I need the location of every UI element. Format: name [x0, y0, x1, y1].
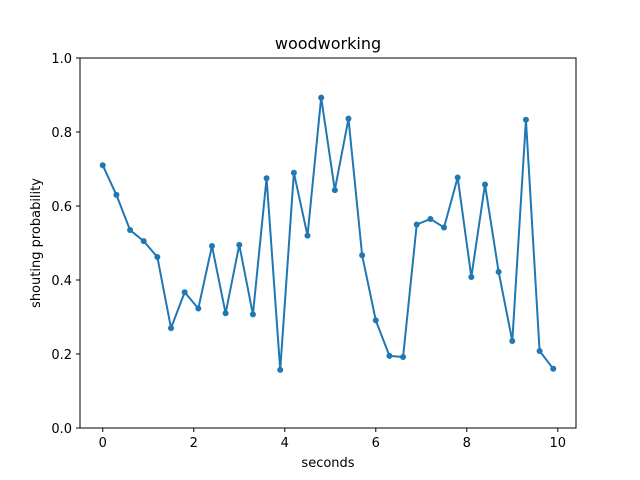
data-point	[441, 224, 448, 231]
data-point	[454, 174, 461, 181]
x-tick-label: 8	[463, 436, 471, 451]
y-tick-label: 0.8	[51, 126, 72, 141]
x-ticks: 0 2 4 6 8 10	[99, 428, 566, 451]
data-point	[495, 268, 502, 275]
data-point	[481, 181, 488, 188]
y-tick-label: 0.6	[51, 200, 72, 215]
data-point	[236, 241, 243, 248]
data-point	[304, 232, 311, 239]
data-point	[290, 169, 297, 176]
data-point	[400, 353, 407, 360]
data-point	[249, 311, 256, 318]
y-tick-label: 0.4	[51, 274, 72, 289]
data-point	[113, 191, 120, 198]
plot-area: 0 2 4 6 8 10 0.0 0.2 0.4 0.6 0.8 1.0	[51, 52, 577, 451]
data-point	[509, 338, 516, 345]
data-point	[127, 227, 134, 234]
data-point	[140, 238, 147, 245]
data-point	[168, 325, 175, 332]
data-point	[99, 162, 106, 169]
data-point	[522, 116, 529, 123]
data-point	[277, 366, 284, 373]
data-series	[99, 94, 557, 373]
y-axis-label: shouting probability	[29, 178, 44, 308]
chart-title: woodworking	[275, 34, 381, 53]
data-point	[386, 352, 393, 359]
x-tick-label: 6	[372, 436, 380, 451]
x-axis-label: seconds	[301, 456, 354, 471]
data-point	[372, 317, 379, 324]
data-point	[318, 94, 325, 101]
y-tick-label: 1.0	[51, 52, 72, 67]
data-point	[536, 348, 543, 355]
data-point	[550, 365, 557, 372]
y-tick-label: 0.2	[51, 348, 72, 363]
y-tick-label: 0.0	[51, 422, 72, 437]
data-point	[427, 215, 434, 222]
x-tick-label: 10	[550, 436, 567, 451]
data-point	[208, 242, 215, 249]
x-tick-label: 4	[281, 436, 289, 451]
x-tick-label: 2	[190, 436, 198, 451]
data-point	[222, 310, 229, 317]
data-point	[181, 289, 188, 296]
data-point	[195, 305, 202, 312]
x-tick-label: 0	[99, 436, 107, 451]
axes-frame	[79, 57, 577, 429]
data-point	[154, 254, 161, 261]
data-point	[468, 274, 475, 281]
data-point	[263, 175, 270, 182]
y-ticks: 0.0 0.2 0.4 0.6 0.8 1.0	[51, 52, 80, 437]
data-point	[345, 115, 352, 122]
data-point	[413, 221, 420, 228]
data-point	[359, 252, 366, 259]
series-line	[101, 96, 555, 371]
data-point	[331, 187, 338, 194]
